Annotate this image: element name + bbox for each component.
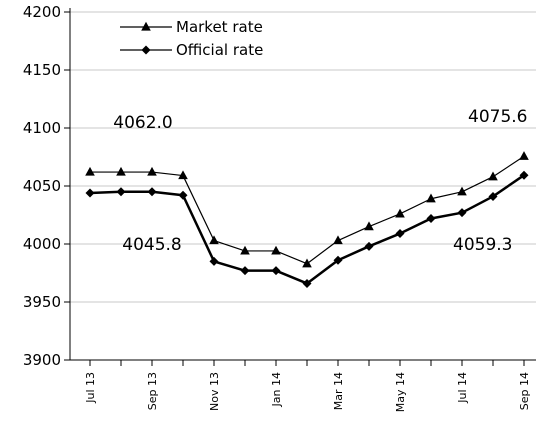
legend: Market rate Official rate bbox=[120, 18, 263, 59]
axes bbox=[69, 8, 536, 361]
series-group bbox=[85, 151, 529, 288]
diamond-marker bbox=[271, 266, 281, 276]
diamond-marker bbox=[178, 190, 188, 200]
x-tick-label: Jan 14 bbox=[270, 372, 283, 407]
diamond-marker bbox=[116, 187, 126, 197]
diamond-marker bbox=[85, 188, 95, 198]
data-annotation: 4062.0 bbox=[113, 113, 172, 133]
legend-item-market-rate: Market rate bbox=[120, 18, 263, 36]
triangle-marker bbox=[333, 235, 343, 245]
diamond-marker bbox=[147, 187, 157, 197]
triangle-marker bbox=[116, 166, 126, 176]
diamond-marker bbox=[333, 255, 343, 265]
x-tick-label: Mar 14 bbox=[332, 372, 345, 410]
diamond-marker bbox=[395, 229, 405, 239]
x-tick-label: Sep 13 bbox=[146, 372, 159, 410]
y-axis-ticks: 3900 3950 4000 4050 4100 4150 4200 bbox=[23, 3, 70, 369]
x-tick-label: Sep 14 bbox=[518, 372, 531, 410]
x-axis-ticks: Jul 13 Sep 13 Nov 13 Jan 14 Mar 14 May 14 Jul … bbox=[84, 360, 531, 412]
diamond-marker bbox=[302, 278, 312, 288]
diamond-marker bbox=[209, 256, 219, 266]
legend-label: Official rate bbox=[176, 41, 263, 59]
x-tick-label: Nov 13 bbox=[208, 372, 221, 411]
y-tick-label: 4150 bbox=[23, 61, 61, 79]
diamond-marker bbox=[457, 208, 467, 218]
series-market-rate bbox=[85, 151, 529, 268]
x-tick-label: Jul 13 bbox=[84, 372, 97, 404]
y-tick-label: 4050 bbox=[23, 177, 61, 195]
y-tick-label: 3900 bbox=[23, 351, 61, 369]
data-annotation: 4059.3 bbox=[453, 235, 512, 255]
x-tick-label: Jul 14 bbox=[456, 372, 469, 404]
triangle-marker bbox=[240, 245, 250, 255]
x-tick-label: May 14 bbox=[394, 372, 407, 412]
diamond-marker bbox=[488, 191, 498, 201]
diamond-marker bbox=[240, 266, 250, 276]
triangle-marker bbox=[271, 245, 281, 255]
triangle-marker bbox=[85, 166, 95, 176]
y-tick-label: 4200 bbox=[23, 3, 61, 21]
diamond-marker bbox=[364, 241, 374, 251]
y-tick-label: 4000 bbox=[23, 235, 61, 253]
triangle-marker bbox=[178, 170, 188, 180]
triangle-marker bbox=[141, 21, 151, 31]
triangle-marker bbox=[209, 235, 219, 245]
triangle-marker bbox=[302, 258, 312, 268]
diamond-marker bbox=[141, 45, 151, 55]
series-official-rate bbox=[85, 170, 529, 288]
triangle-marker bbox=[147, 166, 157, 176]
legend-label: Market rate bbox=[176, 18, 263, 36]
data-annotation: 4045.8 bbox=[122, 235, 181, 255]
triangle-marker bbox=[364, 221, 374, 231]
data-annotation: 4075.6 bbox=[468, 107, 527, 127]
y-tick-label: 4100 bbox=[23, 119, 61, 137]
diamond-marker bbox=[519, 170, 529, 180]
legend-item-official-rate: Official rate bbox=[120, 41, 263, 59]
triangle-marker bbox=[426, 193, 436, 203]
triangle-marker bbox=[488, 171, 498, 181]
annotations: 4062.0 4045.8 4075.6 4059.3 bbox=[113, 107, 527, 255]
y-tick-label: 3950 bbox=[23, 293, 61, 311]
triangle-marker bbox=[519, 151, 529, 160]
gridlines bbox=[70, 11, 536, 303]
triangle-marker bbox=[395, 208, 405, 218]
triangle-marker bbox=[457, 186, 467, 196]
diamond-marker bbox=[426, 213, 436, 223]
